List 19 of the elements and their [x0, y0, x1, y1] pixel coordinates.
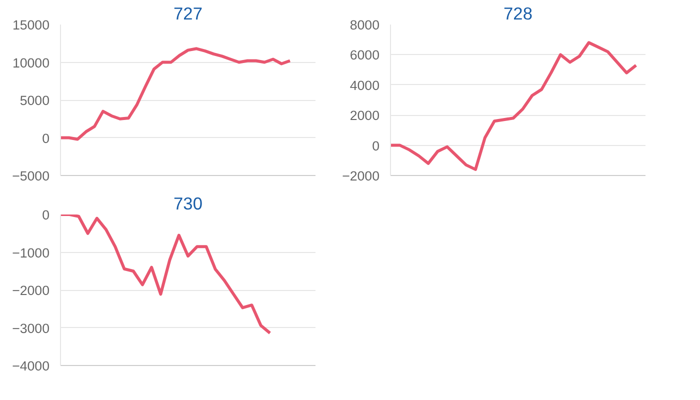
y-tick-label: −4000	[12, 358, 50, 374]
y-tick-label: 15000	[12, 18, 50, 32]
y-tick-label: 4000	[350, 78, 380, 93]
chart-title: 728	[504, 4, 532, 24]
y-tick-label: −2000	[342, 168, 380, 184]
y-tick-label: −2000	[12, 283, 50, 298]
y-tick-label: 2000	[350, 108, 380, 124]
y-tick-label: 0	[372, 138, 380, 154]
y-tick-label: 6000	[350, 48, 380, 63]
y-tick-label: 5000	[20, 93, 50, 108]
y-tick-label: −1000	[12, 245, 50, 260]
y-tick-label: 0	[42, 130, 50, 146]
y-tick-label: −3000	[12, 320, 50, 336]
y-tick-label: 10000	[12, 55, 50, 70]
chart-title: 730	[174, 194, 202, 214]
y-tick-label: −5000	[12, 168, 50, 184]
y-tick-label: 8000	[350, 18, 380, 32]
chart-title: 727	[174, 4, 202, 24]
y-tick-label: 0	[42, 208, 50, 222]
